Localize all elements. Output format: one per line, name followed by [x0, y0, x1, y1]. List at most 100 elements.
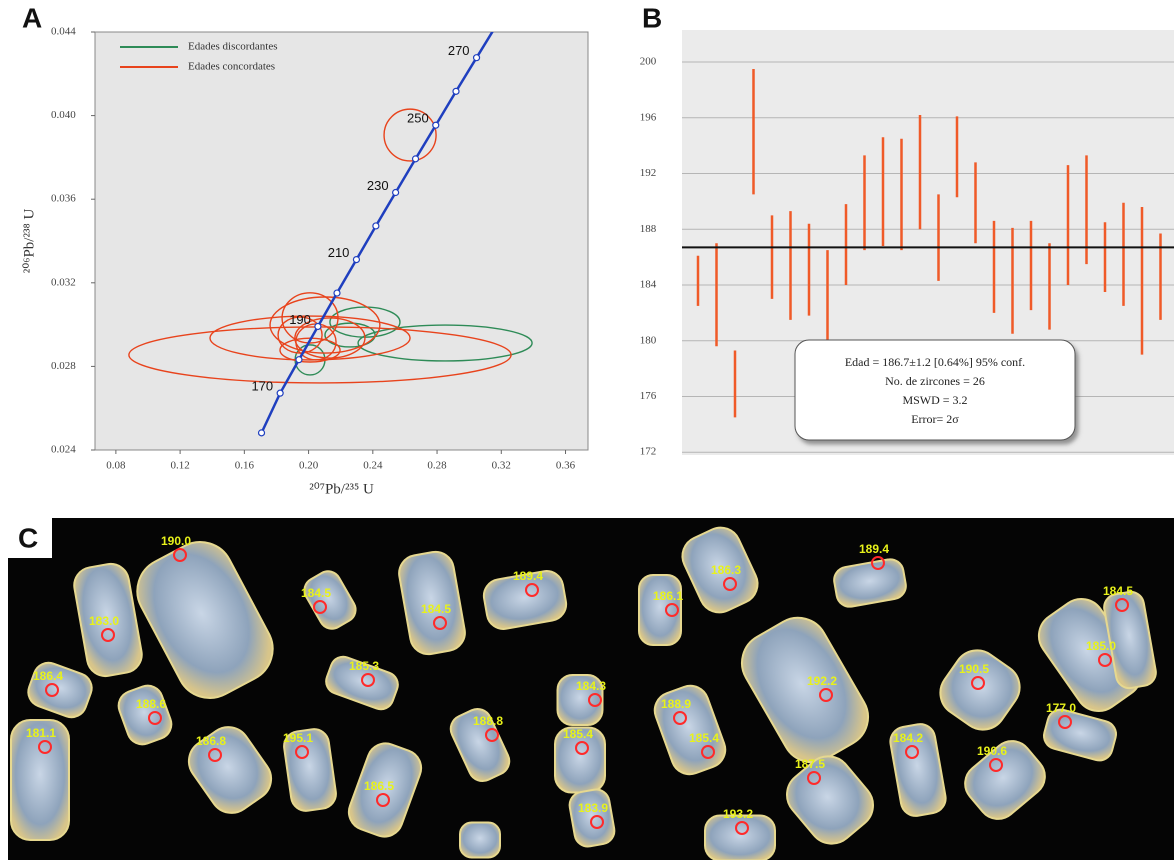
y-tick-label: 196: [640, 111, 657, 123]
age-label: 170: [251, 379, 273, 394]
zircon-grain: [1103, 590, 1157, 690]
error-ellipse: [383, 108, 437, 162]
zircon-grain: [556, 674, 604, 726]
panel-label: B: [642, 2, 662, 33]
age-marker: [352, 256, 361, 264]
age-label: 270: [448, 43, 470, 58]
spot-age-label: 187.5: [795, 757, 825, 771]
x-tick-label: 0.16: [235, 460, 255, 472]
zircon-grain: [136, 541, 274, 699]
y-tick-label: 192: [640, 167, 657, 179]
spot-age-label: 186.4: [33, 669, 63, 683]
analysis-spot: [905, 745, 919, 759]
annotation-line: No. de zircones = 26: [885, 374, 985, 388]
zircon-grain: [638, 574, 682, 646]
spot-age-label: 181.1: [26, 726, 56, 740]
annotation-line: Error= 2σ: [911, 412, 959, 426]
panel-label: A: [22, 2, 42, 33]
spot-age-label: 188.6: [136, 697, 166, 711]
spot-age-label: 184.5: [421, 602, 451, 616]
analysis-spot: [575, 741, 589, 755]
age-marker: [432, 121, 440, 129]
analysis-spot: [673, 711, 687, 725]
panel-a: A 0.08 0.12 0.16 0.20 0.24 0.28 0.32 0.36 0.024 0.…: [21, 2, 575, 497]
legend-label: Edades concordates: [188, 61, 275, 73]
age-marker: [257, 429, 266, 437]
zircon-grain: [187, 726, 273, 814]
spot-age-label: 186.8: [196, 734, 226, 748]
x-tick-label: 0.20: [299, 460, 319, 472]
analysis-spot: [208, 748, 222, 762]
zircon-grain: [27, 661, 93, 719]
age-marker: [314, 322, 322, 331]
zircon-grain: [653, 684, 727, 776]
error-ellipse: [294, 317, 366, 359]
error-ellipse: [277, 316, 323, 354]
analysis-spot: [807, 771, 821, 785]
age-marker: [472, 54, 481, 62]
analysis-spot: [361, 673, 375, 687]
analysis-spot: [701, 745, 715, 759]
y-tick-label: 0.040: [51, 109, 76, 121]
x-axis-label: ²⁰⁷Pb/²³⁵ U: [309, 481, 374, 497]
spot-age-label: 193.2: [723, 807, 753, 821]
spot-age-label: 188.8: [473, 714, 503, 728]
spot-age-label: 188.9: [661, 697, 691, 711]
spot-age-label: 185.4: [689, 731, 719, 745]
zircon-grain: [681, 526, 759, 614]
zircon-grain: [117, 684, 173, 746]
analysis-spot: [819, 688, 833, 702]
spot-age-label: 184.5: [301, 586, 331, 600]
spot-age-label: 185.0: [1086, 639, 1116, 653]
analysis-spot: [38, 740, 52, 754]
y-tick-label: 0.028: [51, 360, 76, 372]
zircon-grain: [482, 570, 568, 630]
legend-label: Edades discordantes: [188, 41, 278, 53]
spot-age-label: 186.1: [653, 589, 683, 603]
y-tick-label: 188: [640, 223, 657, 235]
y-axis-label: ²⁰⁶Pb/²³⁸ U: [21, 209, 37, 274]
analysis-spot: [433, 616, 447, 630]
zircon-grain: [741, 616, 869, 764]
analysis-spot: [735, 821, 749, 835]
age-label: 230: [367, 178, 389, 193]
x-tick-label: 0.24: [363, 460, 383, 472]
analysis-spot: [1058, 715, 1072, 729]
error-ellipse: [324, 322, 376, 348]
analysis-spot: [295, 745, 309, 759]
zircon-grain: [449, 708, 511, 782]
spot-age-label: 185.3: [349, 659, 379, 673]
x-tick-label: 0.32: [492, 460, 511, 472]
zircon-grain: [398, 550, 466, 656]
zircon-grain: [1043, 708, 1117, 762]
age-label: 250: [407, 111, 429, 126]
y-tick-label: 184: [640, 279, 657, 291]
spot-age-label: 189.4: [859, 542, 889, 556]
spot-age-label: 184.5: [1103, 584, 1133, 598]
spot-age-label: 190.0: [161, 534, 191, 548]
spot-age-label: 189.4: [513, 569, 543, 583]
analysis-spot: [590, 815, 604, 829]
error-ellipse: [357, 324, 533, 362]
age-marker: [372, 222, 380, 230]
zircon-grain: [10, 719, 70, 841]
plot-area-a: [94, 31, 589, 451]
spot-age-label: 184.2: [893, 731, 923, 745]
spot-age-label: 186.3: [711, 563, 741, 577]
y-tick-label: 176: [640, 390, 657, 402]
analysis-spot: [971, 676, 985, 690]
analysis-spot: [989, 758, 1003, 772]
age-marker: [276, 389, 284, 397]
annotation-line: Edad = 186.7±1.2 [0.64%] 95% conf.: [845, 355, 1025, 369]
zircon-grain: [889, 723, 947, 817]
y-tick-label: 0.032: [51, 276, 76, 288]
analysis-spot: [376, 793, 390, 807]
analysis-spot: [173, 548, 187, 562]
panel-label: C: [18, 522, 38, 553]
y-tick-label: 0.036: [51, 193, 76, 205]
analysis-spot: [485, 728, 499, 742]
age-marker: [411, 155, 420, 163]
y-tick-label: 0.024: [51, 444, 76, 456]
plot-clip: 170 190 210 230 250 270: [128, 32, 533, 437]
age-marker: [333, 289, 341, 297]
